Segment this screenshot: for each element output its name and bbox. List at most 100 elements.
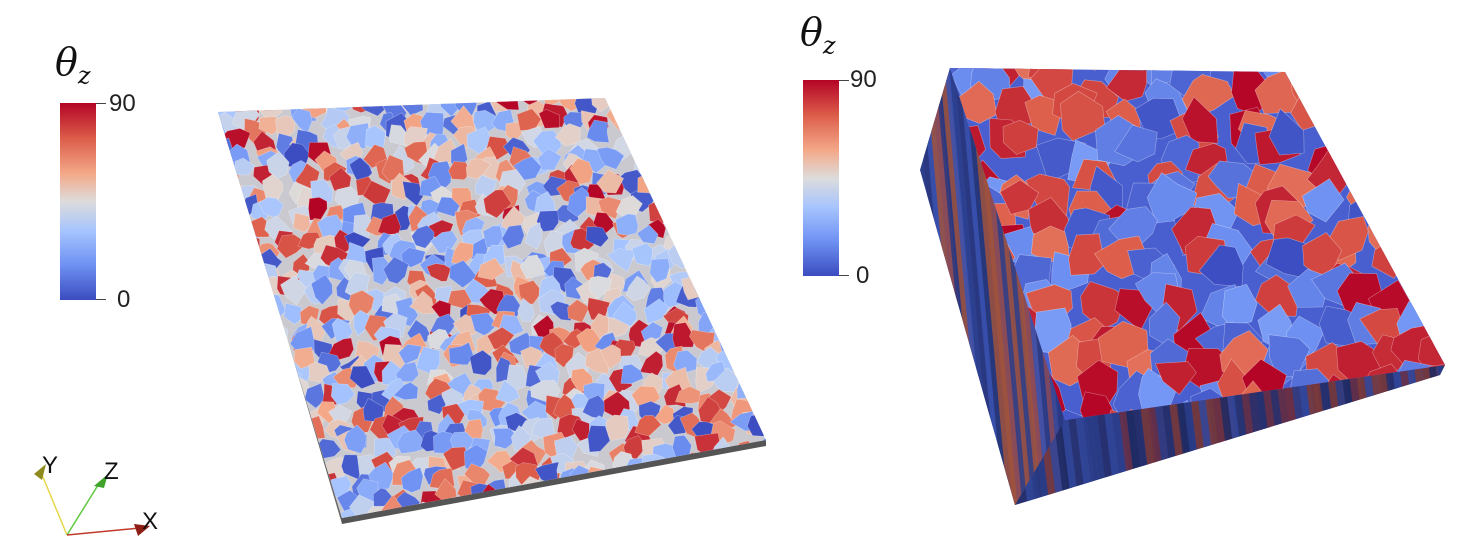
grain bbox=[477, 257, 506, 281]
grain bbox=[744, 153, 766, 176]
grain bbox=[218, 98, 221, 119]
grain bbox=[639, 496, 667, 518]
grain bbox=[253, 430, 278, 453]
grain bbox=[288, 445, 317, 470]
grain bbox=[1416, 267, 1445, 305]
grain bbox=[241, 352, 265, 379]
grain bbox=[189, 314, 212, 338]
grain bbox=[224, 256, 248, 279]
grain bbox=[218, 268, 225, 293]
y-axis-label: Y bbox=[42, 452, 59, 479]
grain bbox=[950, 341, 953, 385]
grain bbox=[492, 427, 519, 450]
grain bbox=[642, 486, 669, 515]
grain bbox=[1322, 105, 1364, 145]
grain bbox=[519, 254, 546, 280]
grain bbox=[686, 181, 709, 206]
right-colorbar: θz 90 0 bbox=[800, 10, 910, 290]
grain bbox=[218, 335, 220, 363]
grain bbox=[1114, 124, 1158, 163]
grain bbox=[257, 346, 279, 372]
grain bbox=[770, 414, 791, 434]
grain bbox=[701, 109, 727, 135]
grain bbox=[518, 280, 540, 306]
grain bbox=[744, 277, 766, 304]
grain bbox=[1060, 90, 1106, 142]
grain bbox=[241, 367, 264, 390]
grain bbox=[218, 449, 221, 478]
grain bbox=[657, 506, 681, 518]
grain bbox=[705, 487, 729, 512]
grain bbox=[279, 488, 306, 511]
grain bbox=[454, 73, 477, 95]
grain bbox=[745, 340, 766, 364]
grain bbox=[274, 455, 297, 483]
grain bbox=[734, 299, 764, 324]
grain bbox=[1413, 68, 1445, 81]
grain bbox=[1425, 271, 1445, 320]
grain bbox=[650, 98, 678, 108]
grain bbox=[258, 196, 284, 218]
grain bbox=[1448, 218, 1459, 268]
grain bbox=[695, 103, 722, 125]
grain bbox=[1429, 94, 1445, 131]
grain bbox=[467, 504, 491, 518]
right-colorbar-title: θz bbox=[800, 10, 836, 60]
grain bbox=[639, 98, 663, 105]
grain bbox=[537, 148, 562, 171]
grain bbox=[232, 500, 258, 518]
grain bbox=[298, 499, 322, 518]
grain bbox=[732, 245, 756, 268]
grain bbox=[1148, 301, 1181, 350]
grain bbox=[218, 184, 244, 205]
grain bbox=[614, 479, 636, 503]
grain bbox=[1388, 142, 1441, 196]
grain bbox=[703, 460, 726, 491]
grain bbox=[568, 487, 586, 514]
grain bbox=[230, 275, 254, 298]
right-colorbar-tick-max bbox=[839, 80, 849, 81]
grain bbox=[764, 475, 766, 495]
grain bbox=[329, 98, 352, 100]
grain bbox=[746, 412, 766, 437]
grain bbox=[218, 181, 222, 206]
grain bbox=[740, 268, 766, 292]
grain bbox=[752, 316, 766, 344]
grain bbox=[659, 177, 684, 200]
grain bbox=[1439, 298, 1445, 338]
grain bbox=[655, 154, 678, 179]
grain bbox=[717, 198, 741, 220]
grain bbox=[426, 263, 452, 282]
grain bbox=[755, 276, 766, 300]
grain bbox=[1447, 75, 1459, 113]
grain bbox=[293, 346, 316, 369]
grain bbox=[1305, 68, 1355, 80]
grain bbox=[218, 276, 237, 300]
grain bbox=[246, 98, 274, 101]
grain bbox=[687, 461, 712, 487]
grain bbox=[554, 343, 575, 368]
grain bbox=[289, 98, 309, 99]
grain bbox=[761, 139, 766, 166]
grain bbox=[688, 480, 716, 504]
grain bbox=[599, 344, 622, 370]
grain bbox=[310, 274, 333, 306]
grain bbox=[532, 130, 562, 158]
grain bbox=[283, 302, 303, 325]
grain bbox=[218, 164, 226, 189]
grain bbox=[907, 247, 946, 292]
grain bbox=[664, 120, 687, 145]
grain bbox=[565, 71, 589, 94]
grain bbox=[540, 493, 566, 514]
grain bbox=[218, 301, 222, 326]
grain bbox=[751, 479, 766, 502]
grain bbox=[544, 501, 572, 518]
grain bbox=[1430, 174, 1445, 215]
grain bbox=[999, 179, 1040, 215]
left-colorbar-title: θz bbox=[55, 40, 91, 90]
grain bbox=[1373, 131, 1416, 181]
grain bbox=[615, 213, 639, 236]
grain bbox=[625, 275, 651, 302]
grain bbox=[724, 217, 741, 242]
grain bbox=[754, 366, 766, 392]
